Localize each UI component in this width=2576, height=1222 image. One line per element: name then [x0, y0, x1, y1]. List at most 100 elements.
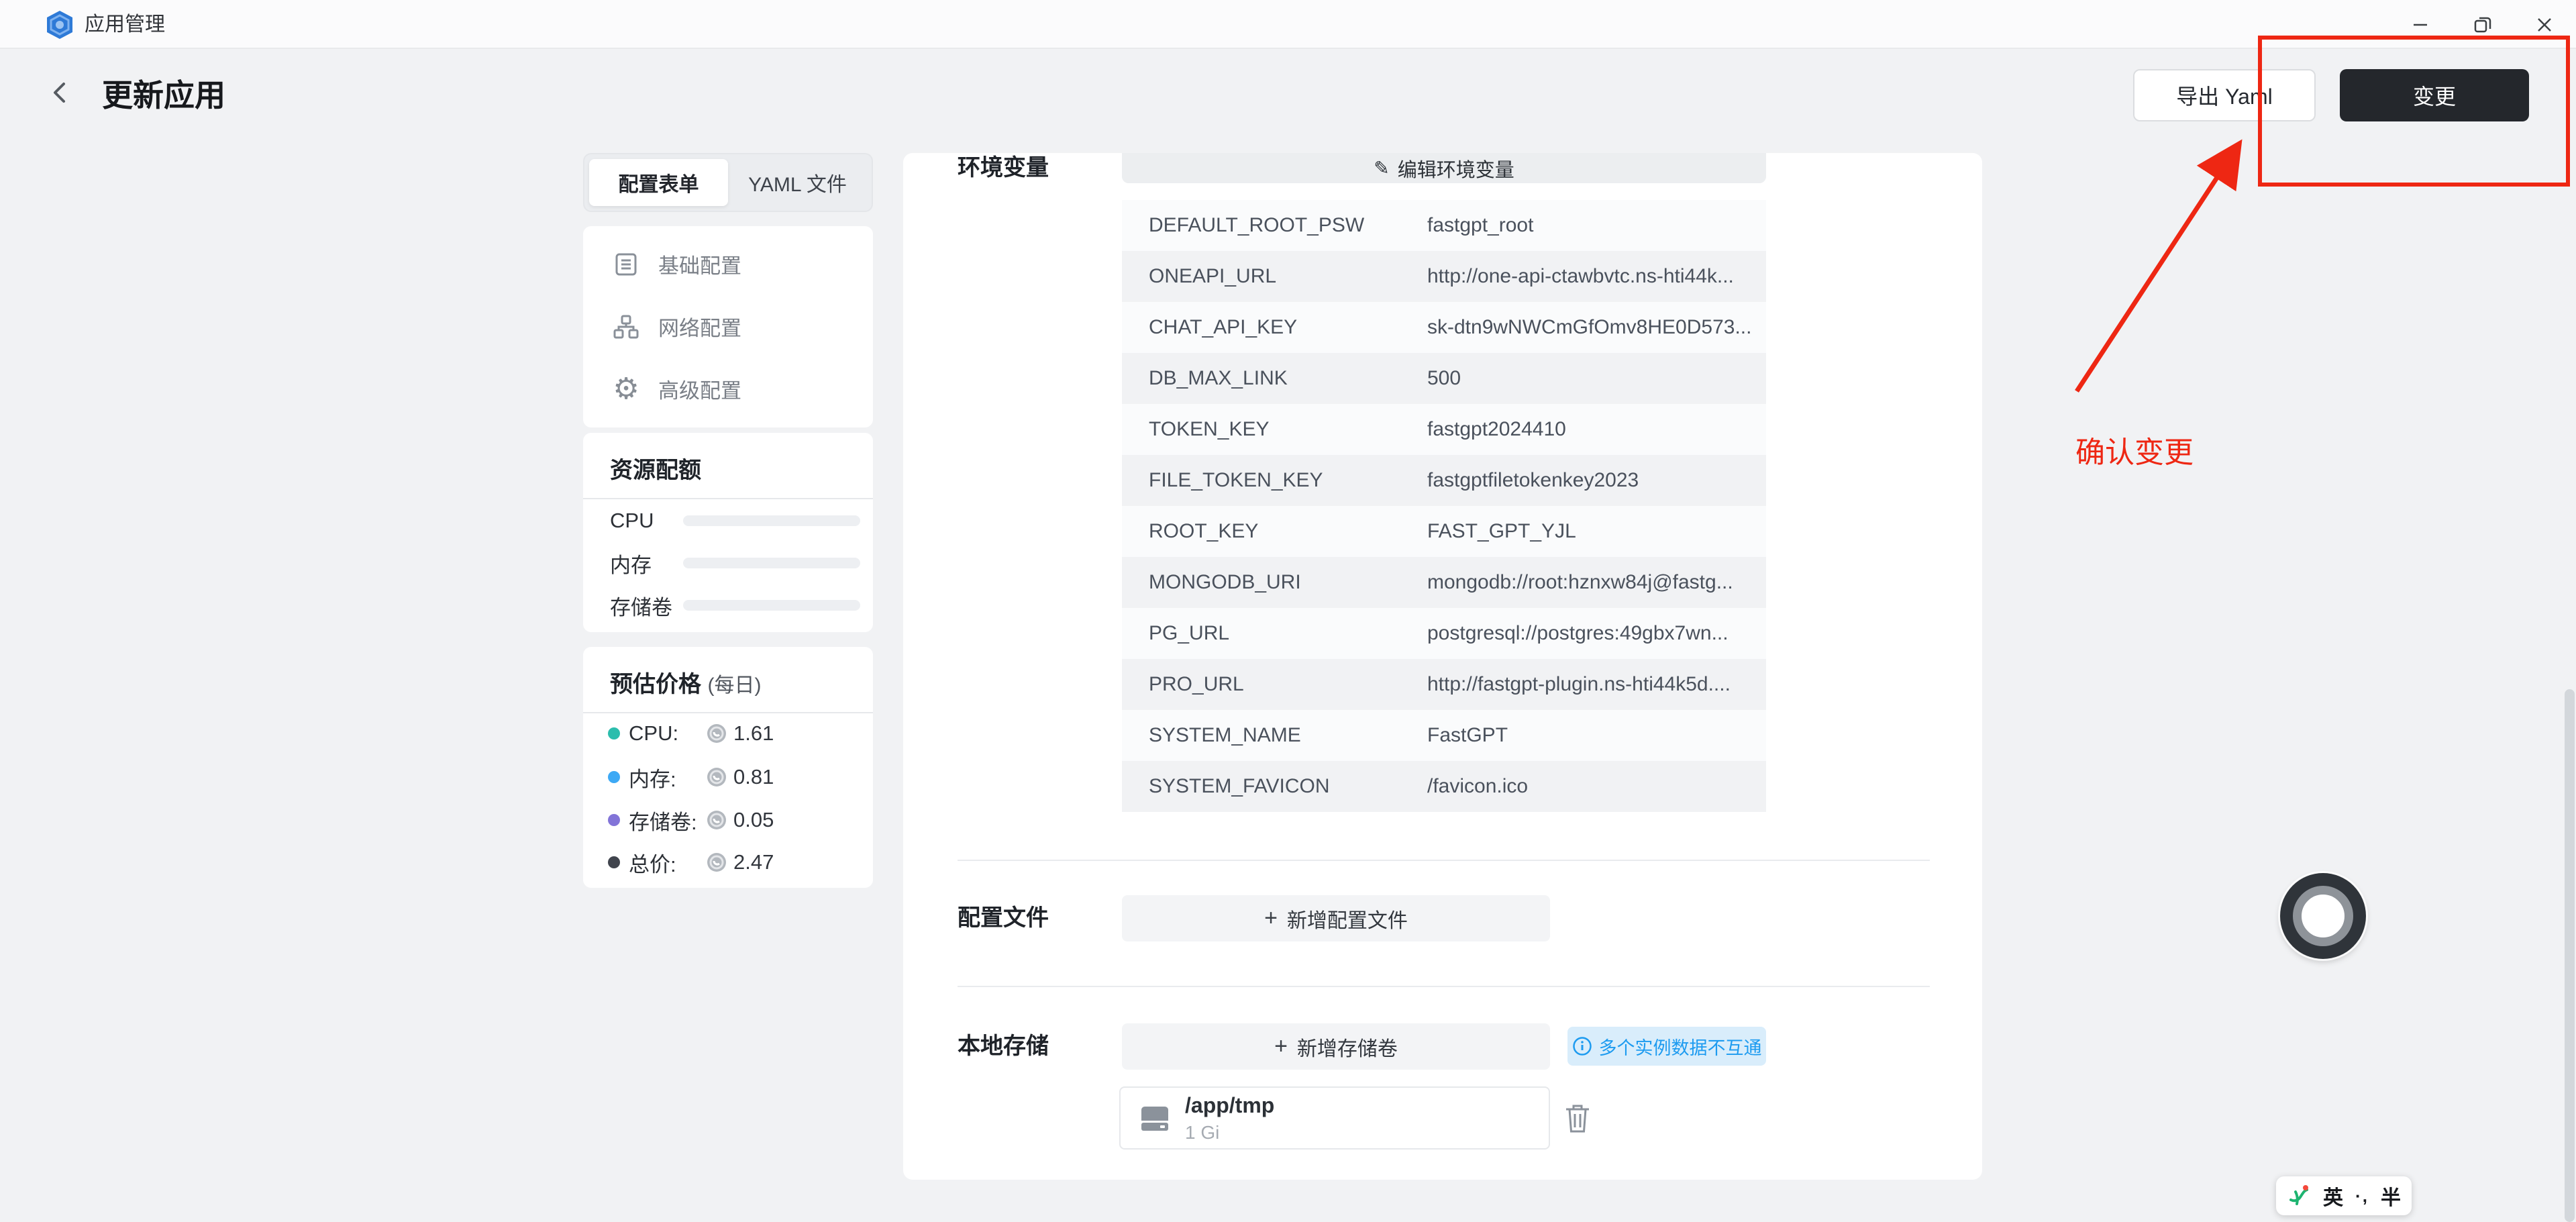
- price-label: 总价:: [629, 852, 676, 876]
- volume-path: /app/tmp: [1185, 1092, 1275, 1117]
- price-value: 0.05: [733, 808, 774, 831]
- ime-punctuation-mode: ·,: [2355, 1185, 2369, 1206]
- table-row[interactable]: SYSTEM_NAME FastGPT: [1122, 710, 1766, 761]
- apply-change-button[interactable]: 变更: [2340, 69, 2529, 121]
- gear-icon: ⚙: [613, 372, 639, 405]
- price-value: 1.61: [733, 721, 774, 745]
- price-label: 存储卷:: [629, 810, 697, 834]
- local-storage-section-label: 本地存储: [958, 1033, 1049, 1059]
- config-mode-tabs: 配置表单 YAML 文件: [583, 153, 873, 212]
- plus-icon: +: [1274, 1033, 1288, 1059]
- sidebar-item-advanced-config[interactable]: ⚙ 高级配置: [583, 358, 873, 420]
- app-logo-icon: [47, 11, 72, 39]
- annotation-arrow-icon: [2075, 139, 2243, 393]
- currency-coin-icon: [707, 853, 726, 872]
- table-row[interactable]: FILE_TOKEN_KEY fastgptfiletokenkey2023: [1122, 455, 1766, 506]
- price-value: 2.47: [733, 850, 774, 874]
- config-nav-card: 基础配置 网络配置 ⚙ 高级配置: [583, 226, 873, 427]
- add-config-file-button[interactable]: + 新增配置文件: [1122, 895, 1550, 941]
- table-row[interactable]: TOKEN_KEY fastgpt2024410: [1122, 404, 1766, 455]
- table-row[interactable]: SYSTEM_FAVICON/favicon.ico: [1122, 761, 1766, 812]
- sidebar-item-label: 网络配置: [658, 317, 741, 340]
- tab-yaml-file[interactable]: YAML 文件: [748, 174, 847, 196]
- vertical-scrollbar[interactable]: [2565, 689, 2575, 1222]
- add-volume-button[interactable]: + 新增存储卷: [1122, 1023, 1550, 1070]
- sidebar-item-basic-config[interactable]: 基础配置: [583, 233, 873, 295]
- resource-quota-card: 资源配额 CPU 内存 存储卷: [583, 433, 873, 632]
- total-color-dot: [608, 856, 620, 868]
- window-title: 应用管理: [85, 13, 165, 36]
- quota-title: 资源配额: [610, 458, 701, 483]
- disk-icon: [1141, 1107, 1168, 1131]
- storage-color-dot: [608, 814, 620, 826]
- price-row-storage: 存储卷: 0.05: [583, 808, 873, 834]
- back-button[interactable]: [43, 75, 78, 110]
- table-row[interactable]: ROOT_KEY FAST_GPT_YJL: [1122, 506, 1766, 557]
- quota-label: 存储卷: [610, 595, 672, 619]
- sidebar-item-label: 基础配置: [658, 254, 741, 278]
- edit-env-button[interactable]: ✎ 编辑环境变量: [1122, 153, 1766, 183]
- page-title: 更新应用: [102, 78, 225, 113]
- form-icon: [611, 250, 641, 279]
- table-row[interactable]: DEFAULT_ROOT_PSW fastgpt_root: [1122, 200, 1766, 251]
- price-row-total: 总价: 2.47: [583, 850, 873, 876]
- price-subtitle: (每日): [707, 674, 762, 697]
- pencil-icon: ✎: [1374, 158, 1390, 179]
- price-label: CPU:: [629, 721, 679, 745]
- divider: [583, 712, 873, 713]
- quota-label: CPU: [610, 509, 654, 532]
- cpu-color-dot: [608, 727, 620, 740]
- delete-volume-icon[interactable]: [1564, 1103, 1591, 1135]
- divider: [958, 860, 1930, 861]
- volume-size: 1 Gi: [1185, 1121, 1220, 1143]
- app-config-panel: 环境变量 ✎ 编辑环境变量 DEFAULT_ROOT_PSW fastgpt_ro…: [903, 153, 1982, 1180]
- minimize-button[interactable]: [2390, 0, 2451, 49]
- quota-label: 内存: [610, 553, 652, 577]
- memory-progress-bar: [683, 558, 860, 568]
- table-row[interactable]: PG_URL postgresql://postgres:49gbx7wn...: [1122, 608, 1766, 659]
- table-row[interactable]: MONGODB_URI mongodb://root:hznxw84j@fastg…: [1122, 557, 1766, 608]
- annotation-text: 确认变更: [2075, 436, 2194, 469]
- currency-coin-icon: [707, 811, 726, 829]
- currency-coin-icon: [707, 768, 726, 786]
- price-row-memory: 内存: 0.81: [583, 765, 873, 791]
- quota-row-cpu: CPU: [583, 509, 873, 532]
- restore-button[interactable]: [2453, 0, 2513, 49]
- info-icon: [1572, 1037, 1592, 1056]
- plus-icon: +: [1264, 905, 1278, 931]
- ime-logo-icon: [2289, 1185, 2309, 1205]
- divider: [583, 498, 873, 499]
- volume-item[interactable]: /app/tmp 1 Gi: [1119, 1086, 1550, 1150]
- storage-progress-bar: [683, 600, 860, 611]
- price-title: 预估价格 (每日): [610, 672, 762, 697]
- config-file-section-label: 配置文件: [958, 905, 1049, 931]
- quota-row-storage: 存储卷: [583, 594, 873, 619]
- table-row[interactable]: CHAT_API_KEY sk-dtn9wNWCmGfOmv8HE0D573...: [1122, 302, 1766, 353]
- currency-coin-icon: [707, 724, 726, 743]
- env-table: DEFAULT_ROOT_PSW fastgpt_root ONEAPI_URL h…: [1122, 200, 1766, 812]
- quota-row-memory: 内存: [583, 552, 873, 577]
- divider: [958, 986, 1930, 987]
- close-button[interactable]: [2514, 0, 2575, 49]
- sidebar-item-network-config[interactable]: 网络配置: [583, 295, 873, 358]
- storage-tip-badge: 多个实例数据不互通: [1567, 1027, 1766, 1066]
- ime-width-mode: 半: [2380, 1187, 2401, 1209]
- cpu-progress-bar: [683, 515, 860, 526]
- export-yaml-button[interactable]: 导出 Yaml: [2133, 69, 2316, 121]
- network-icon: [611, 312, 641, 342]
- price-row-cpu: CPU: 1.61: [583, 721, 873, 746]
- table-row[interactable]: ONEAPI_URL http://one-api-ctawbvtc.ns-hti…: [1122, 251, 1766, 302]
- price-label: 内存:: [629, 767, 676, 791]
- sidebar-item-label: 高级配置: [658, 379, 741, 403]
- table-row[interactable]: PRO_URL http://fastgpt-plugin.ns-hti44k5d…: [1122, 659, 1766, 710]
- table-row[interactable]: DB_MAX_LINK 500: [1122, 353, 1766, 404]
- memory-color-dot: [608, 771, 620, 783]
- price-estimate-card: 预估价格 (每日) CPU: 1.61 内存: 0.81 存储卷: 0.05 总…: [583, 647, 873, 888]
- price-value: 0.81: [733, 765, 774, 788]
- touch-ring-cursor: [2280, 873, 2366, 959]
- touch-ring-center: [2293, 886, 2353, 946]
- tab-config-form[interactable]: 配置表单: [589, 159, 728, 206]
- title-bar: 应用管理: [0, 0, 2576, 49]
- env-section-label: 环境变量: [958, 155, 1049, 181]
- ime-indicator[interactable]: 英 ·, 半: [2276, 1176, 2412, 1215]
